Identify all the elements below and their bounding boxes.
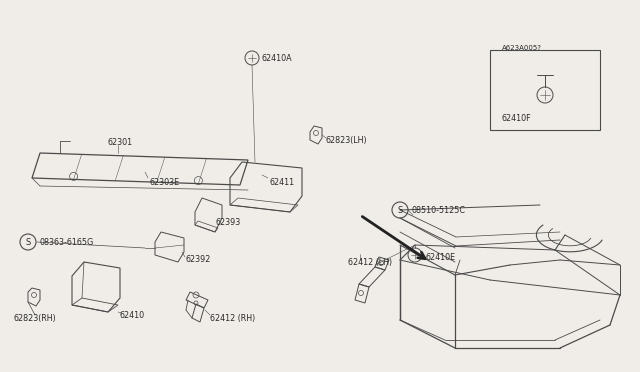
Text: 62410E: 62410E <box>425 253 455 263</box>
Bar <box>490 50 600 130</box>
Text: S: S <box>397 205 403 215</box>
Text: 08510-5125C: 08510-5125C <box>412 205 466 215</box>
Text: 62823(RH): 62823(RH) <box>14 314 57 323</box>
Text: 62823(LH): 62823(LH) <box>325 135 367 144</box>
Text: 62410: 62410 <box>120 311 145 321</box>
Text: 62410F: 62410F <box>502 113 532 122</box>
Text: 62412 (LH): 62412 (LH) <box>348 259 392 267</box>
Text: 62410A: 62410A <box>262 54 292 62</box>
Text: 62392: 62392 <box>186 256 211 264</box>
Text: 62301: 62301 <box>108 138 133 147</box>
Text: A623A005?: A623A005? <box>502 45 542 51</box>
Text: 08363-6165G: 08363-6165G <box>40 237 94 247</box>
Text: S: S <box>26 237 31 247</box>
Text: 62411: 62411 <box>270 177 295 186</box>
Text: 62412 (RH): 62412 (RH) <box>210 314 255 323</box>
Text: 62303E: 62303E <box>150 177 180 186</box>
Text: 62393: 62393 <box>215 218 240 227</box>
